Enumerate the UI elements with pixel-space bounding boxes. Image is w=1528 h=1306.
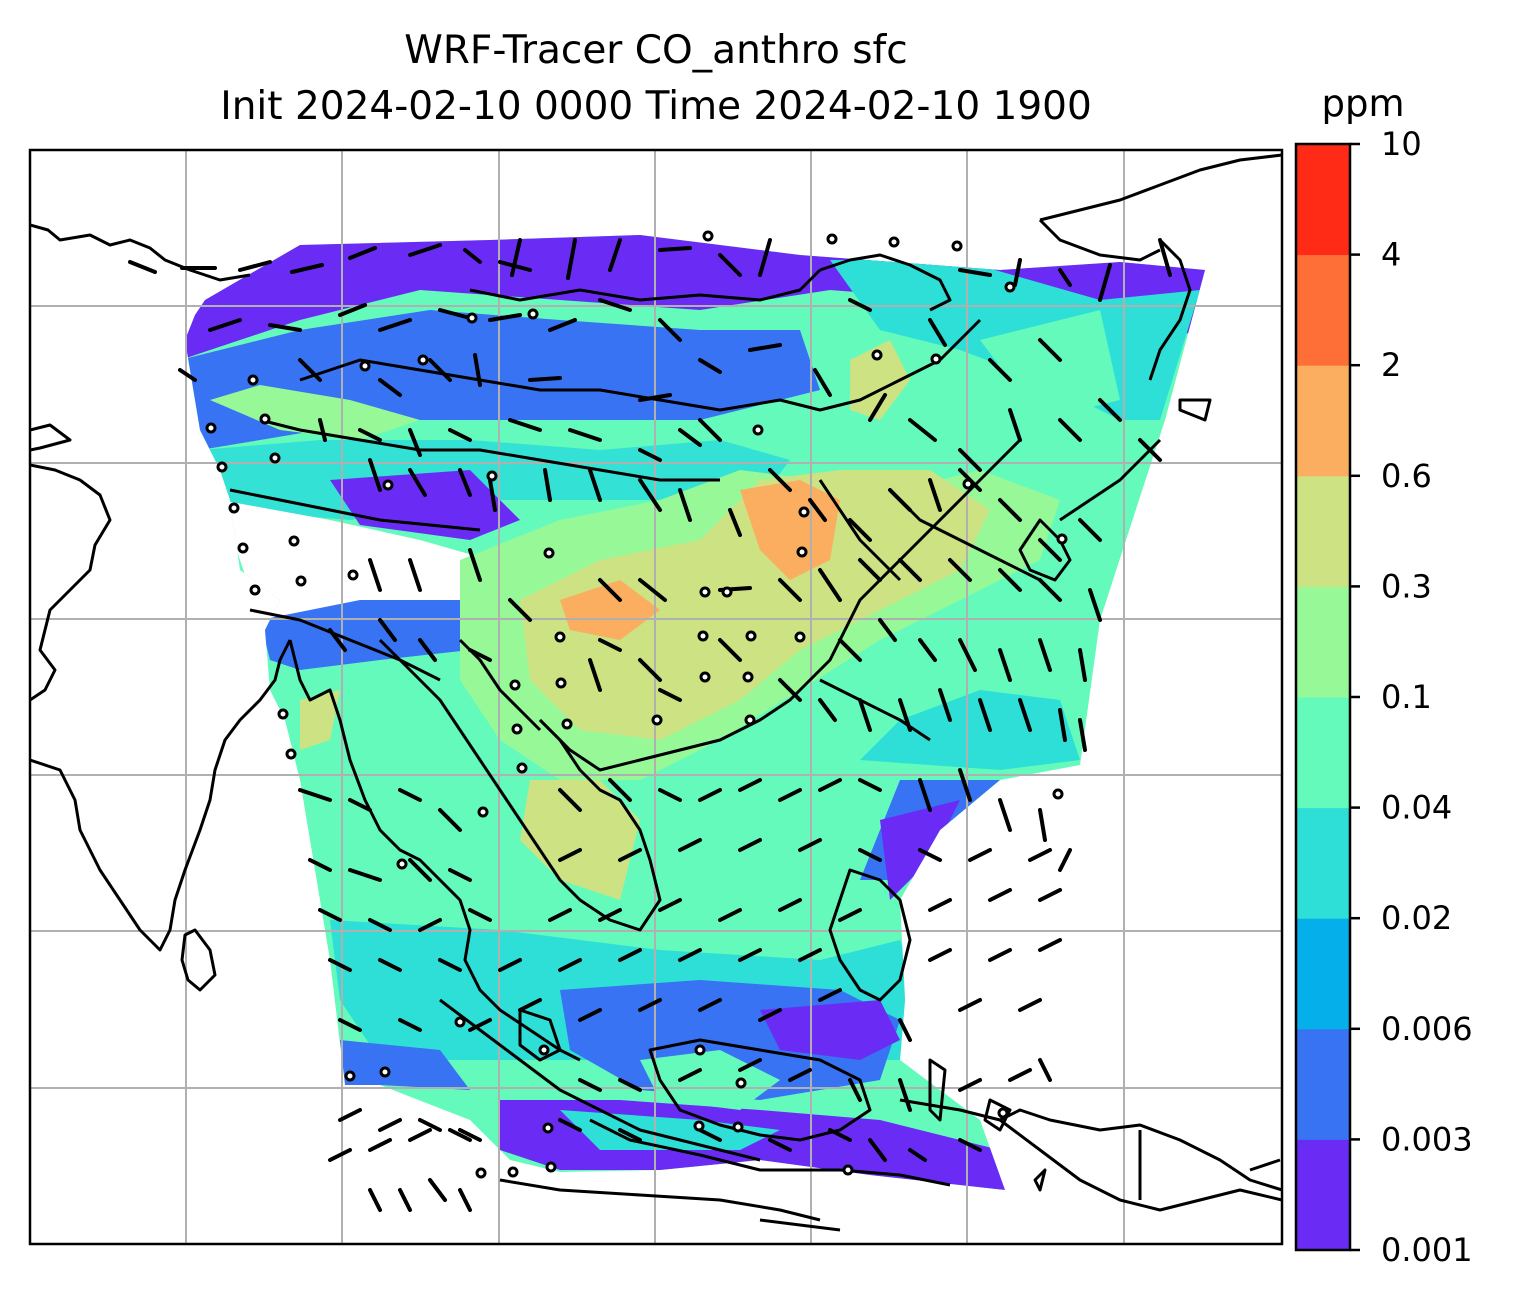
concentration-field <box>185 235 1205 1190</box>
map-frame <box>28 148 1284 1246</box>
title-line-2: Init 2024-02-10 0000 Time 2024-02-10 190… <box>220 84 1092 129</box>
calm-wind-circles <box>205 230 1068 1179</box>
map-area <box>30 150 1282 1244</box>
coastlines <box>30 153 1282 1232</box>
wind-barbs <box>128 238 1172 1212</box>
title-line-1: WRF-Tracer CO_anthro sfc <box>404 28 908 73</box>
gridlines <box>30 150 1282 1244</box>
